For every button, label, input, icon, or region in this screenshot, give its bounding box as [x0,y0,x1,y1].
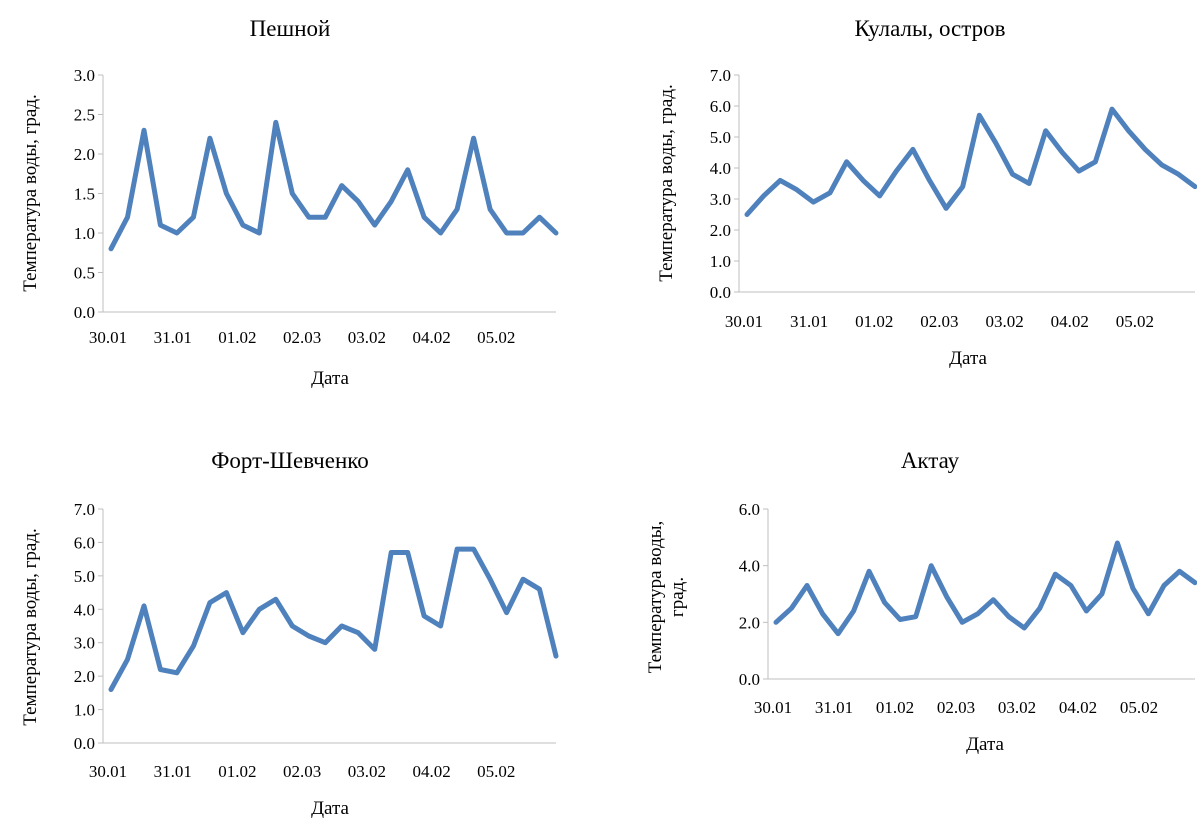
y-tick-label: 2.0 [710,221,731,240]
y-tick-label: 0.0 [74,303,95,322]
x-tick-label: 31.01 [815,698,853,717]
x-tick-label: 04.02 [1051,312,1089,331]
series-line [773,540,1197,637]
y-tick-label: 3.0 [74,634,95,653]
y-tick-label: 3.0 [710,190,731,209]
y-tick-label: 1.5 [74,185,95,204]
y-tick-label: 6.0 [739,500,760,519]
x-tick-label: 01.02 [876,698,914,717]
y-axis-title-line: Температура воды, град. [20,528,41,726]
x-tick-label: 30.01 [89,328,127,347]
x-tick-labels: 30.01 31.01 01.02 02.03 03.02 04.02 05.02 [754,698,1158,717]
x-tick-labels: 30.01 31.01 01.02 02.03 03.02 04.02 05.02 [89,762,516,781]
x-tick-label: 04.02 [412,328,450,347]
y-tick-label: 1.0 [74,701,95,720]
y-axis-title-line: Температура воды, град. [656,84,677,282]
y-tick-label: 0.0 [739,670,760,689]
x-tick-labels: 30.01 31.01 01.02 02.03 03.02 04.02 05.02 [725,312,1154,331]
y-axis-title: Температура воды, град. [20,94,41,292]
y-axis-title-line: град. [667,577,688,617]
y-axis-title: Температура воды, град. [20,528,41,726]
x-tick-label: 30.01 [89,762,127,781]
y-tick-label: 5.0 [710,128,731,147]
y-axis-title-line: Температура воды, град. [20,94,41,292]
x-tick-label: 31.01 [154,328,192,347]
x-axis-title: Дата [966,734,1004,755]
y-tick-label: 2.5 [74,106,95,125]
x-tick-label: 30.01 [754,698,792,717]
chart-title: Кулалы, остров [855,16,1006,41]
y-tick-label: 2.0 [74,667,95,686]
chart-svg: Форт-Шевченко Температура воды, град. Да… [20,448,559,819]
x-tick-label: 02.03 [283,762,321,781]
x-tick-labels: 30.01 31.01 01.02 02.03 03.02 04.02 05.02 [89,328,516,347]
x-tick-label: 30.01 [725,312,763,331]
plot-area [108,119,559,252]
y-tick-label: 2.0 [739,613,760,632]
y-tick-label: 4.0 [739,557,760,576]
y-tick-label: 4.0 [710,159,731,178]
chart-kulaly: Кулалы, остров Температура воды, град. Д… [656,16,1197,369]
x-tick-label: 04.02 [1059,698,1097,717]
x-axis-title: Дата [949,348,987,369]
x-tick-label: 01.02 [218,762,256,781]
y-tick-label: 0.5 [74,264,95,283]
chart-title: Актау [901,448,960,473]
y-tick-labels: 0.0 2.0 4.0 6.0 [739,500,768,689]
y-tick-label: 4.0 [74,600,95,619]
x-tick-label: 02.03 [937,698,975,717]
x-tick-label: 01.02 [218,328,256,347]
y-axis-title: Температура воды, град. [645,521,688,674]
series-line [108,119,559,252]
x-tick-label: 31.01 [790,312,828,331]
chart-title: Форт-Шевченко [211,448,369,473]
y-tick-label: 1.0 [710,252,731,271]
x-tick-label: 03.02 [985,312,1023,331]
chart-svg: Кулалы, остров Температура воды, град. Д… [656,16,1197,369]
x-tick-label: 04.02 [412,762,450,781]
y-axis-title-line: Температура воды, [645,521,666,674]
series-line [108,546,559,692]
x-tick-label: 31.01 [154,762,192,781]
y-tick-labels: 0.0 1.0 2.0 3.0 4.0 5.0 6.0 7.0 [74,500,103,753]
x-axis-title: Дата [311,368,349,389]
x-tick-label: 03.02 [998,698,1036,717]
plot-area [108,546,559,692]
x-tick-label: 03.02 [348,762,386,781]
y-tick-label: 6.0 [74,533,95,552]
x-tick-label: 05.02 [1120,698,1158,717]
y-tick-label: 1.0 [74,224,95,243]
y-tick-label: 0.0 [74,734,95,753]
y-tick-label: 0.0 [710,283,731,302]
y-tick-label: 2.0 [74,145,95,164]
chart-svg: Пешной Температура воды, град. Дата 0.00… [20,16,559,389]
x-tick-label: 05.02 [477,762,515,781]
x-tick-label: 02.03 [283,328,321,347]
y-axis-title: Температура воды, град. [656,84,677,282]
chart-title: Пешной [250,16,331,41]
x-tick-label: 05.02 [477,328,515,347]
y-tick-label: 6.0 [710,97,731,116]
y-tick-label: 3.0 [74,66,95,85]
y-tick-labels: 0.0 0.5 1.0 1.5 2.0 2.5 3.0 [74,66,103,322]
y-tick-label: 7.0 [74,500,95,519]
x-tick-label: 03.02 [348,328,386,347]
plot-area [744,106,1197,217]
plot-area [773,540,1197,637]
series-line [744,106,1197,217]
x-tick-label: 01.02 [855,312,893,331]
x-tick-label: 02.03 [920,312,958,331]
x-axis-title: Дата [311,798,349,819]
chart-fort-shevchenko: Форт-Шевченко Температура воды, град. Да… [0,0,598,820]
y-tick-label: 5.0 [74,567,95,586]
chart-peshnoy: Пешной Температура воды, град. Дата 0.0 0… [0,0,598,410]
y-tick-labels: 0.0 1.0 2.0 3.0 4.0 5.0 6.0 7.0 [710,66,739,302]
y-tick-label: 7.0 [710,66,731,85]
x-tick-label: 05.02 [1116,312,1154,331]
